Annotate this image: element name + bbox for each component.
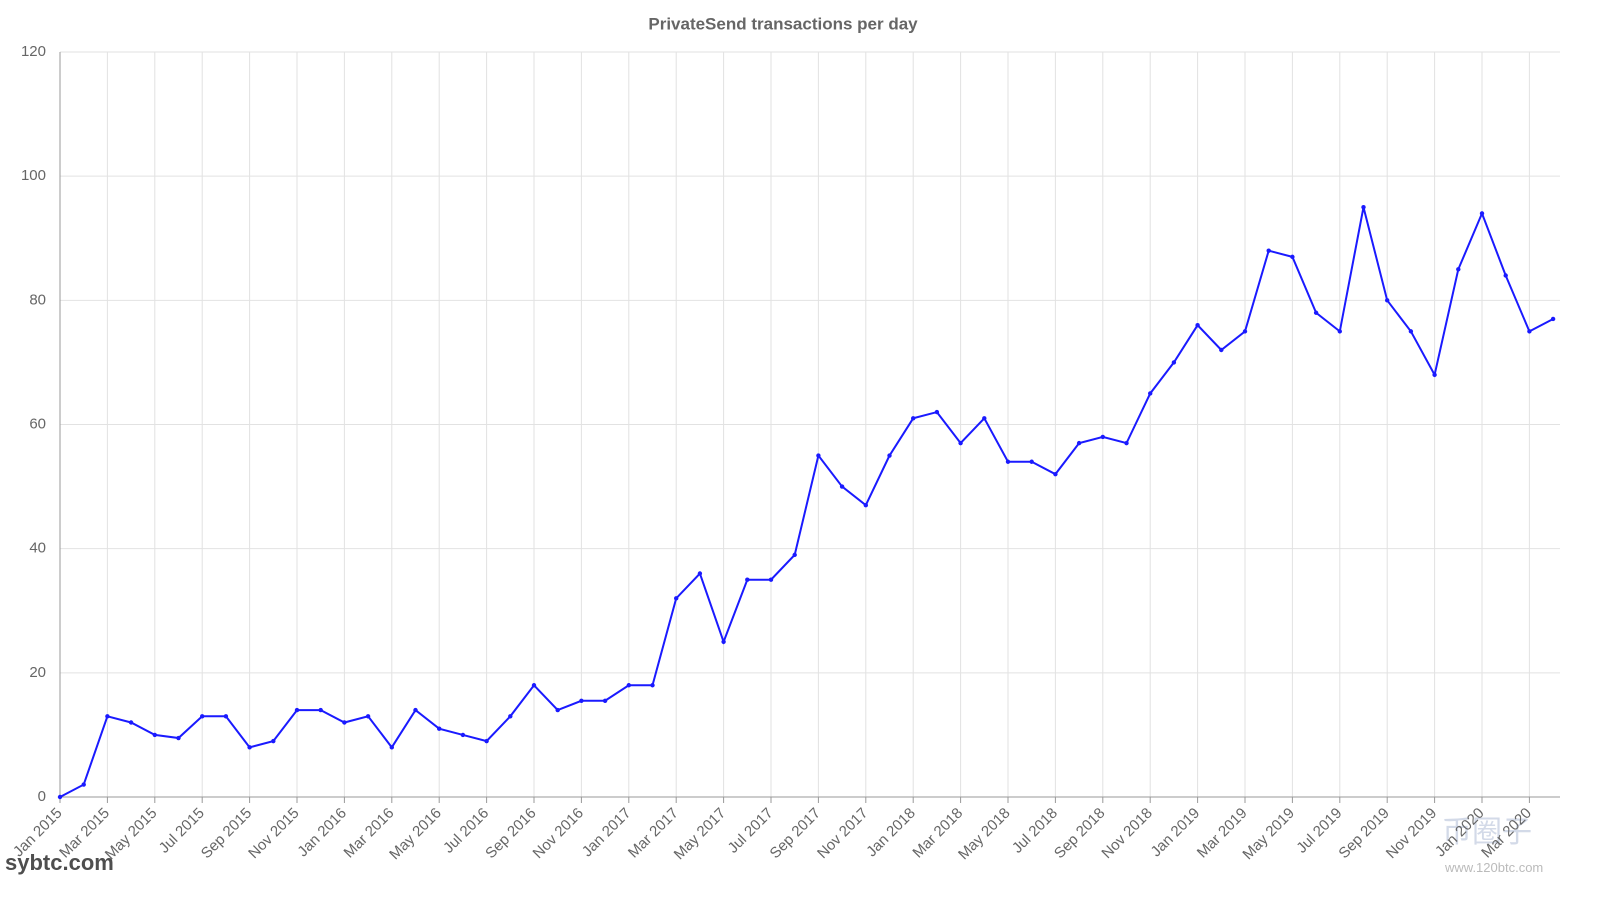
x-tick-label: Jan 2016 (294, 805, 350, 861)
data-point (1313, 310, 1319, 315)
data-point (911, 416, 916, 421)
data-point (128, 720, 134, 725)
data-point (1242, 329, 1248, 334)
data-point (1148, 391, 1153, 396)
x-tick-label: Jan 2017 (579, 805, 635, 861)
x-tick-label: May 2019 (1239, 805, 1298, 864)
data-point (1124, 440, 1129, 446)
data-point (1337, 329, 1343, 334)
data-point (650, 683, 655, 688)
x-tick-label: Nov 2017 (814, 805, 871, 862)
x-tick-label: Jan 2019 (1148, 805, 1204, 861)
data-point (57, 794, 63, 800)
data-point (271, 738, 276, 744)
data-point (152, 732, 157, 738)
watermark: 币圈子 (1442, 816, 1532, 849)
watermark: sybtc.com (5, 850, 114, 875)
data-point (1408, 329, 1414, 334)
data-point (1029, 459, 1034, 464)
x-tick-label: Sep 2016 (482, 805, 539, 862)
x-tick-label: Jan 2018 (863, 805, 919, 861)
data-point (365, 714, 371, 719)
data-point (223, 714, 229, 719)
data-point (745, 577, 750, 582)
data-point (1503, 273, 1508, 278)
data-point (1266, 248, 1271, 253)
y-tick-label: 80 (29, 291, 46, 308)
data-point (1171, 360, 1177, 365)
x-tick-label: Sep 2019 (1335, 805, 1392, 862)
data-point (792, 552, 797, 558)
data-point (1479, 211, 1485, 216)
data-point (839, 484, 845, 489)
data-point (81, 782, 86, 787)
data-point (389, 745, 394, 750)
data-point (768, 577, 774, 582)
y-tick-label: 40 (29, 540, 46, 557)
data-point (1100, 434, 1106, 440)
x-tick-label: May 2016 (386, 805, 445, 864)
x-tick-label: Sep 2015 (198, 805, 255, 862)
data-point (958, 440, 963, 446)
y-tick-label: 120 (21, 43, 46, 60)
data-point (602, 698, 608, 703)
data-point (626, 683, 631, 688)
data-point (555, 707, 560, 713)
data-point (816, 453, 821, 458)
data-point (1290, 254, 1295, 260)
data-point (1076, 440, 1082, 446)
data-point (508, 714, 513, 719)
data-point (437, 726, 442, 731)
x-tick-label: May 2015 (102, 805, 161, 864)
data-point (1361, 205, 1366, 210)
data-point (1550, 316, 1556, 322)
y-tick-label: 100 (21, 167, 46, 184)
data-point (460, 732, 466, 738)
data-point (413, 707, 418, 713)
data-point (531, 683, 537, 688)
data-point (1456, 267, 1461, 272)
data-point (1053, 471, 1058, 477)
data-point (887, 453, 892, 458)
data-point (674, 596, 679, 601)
data-point (721, 639, 726, 644)
data-point (1005, 459, 1011, 464)
data-line (59, 206, 1554, 798)
x-tick-label: May 2018 (955, 805, 1014, 864)
data-point (484, 738, 489, 744)
data-point (105, 714, 110, 719)
y-tick-label: 60 (29, 415, 46, 432)
y-tick-label: 0 (38, 788, 46, 805)
chart-title: PrivateSend transactions per day (648, 14, 918, 33)
x-tick-label: Nov 2019 (1383, 805, 1440, 862)
data-point (342, 720, 347, 725)
data-point (579, 698, 584, 703)
data-point (318, 707, 323, 713)
x-tick-label: Nov 2015 (245, 805, 302, 862)
x-tick-label: Nov 2018 (1098, 805, 1155, 862)
data-point (1195, 322, 1200, 328)
data-point (1432, 372, 1437, 378)
data-point (247, 745, 252, 750)
data-point (863, 503, 868, 508)
x-tick-label: Sep 2018 (1051, 805, 1108, 862)
data-point (934, 409, 940, 415)
data-point (1527, 329, 1532, 334)
x-tick-label: Sep 2017 (767, 805, 824, 862)
data-point (176, 735, 181, 741)
data-point (1219, 347, 1224, 353)
x-tick-label: Nov 2016 (530, 805, 587, 862)
data-point (1385, 298, 1390, 303)
data-point (294, 707, 300, 713)
data-point (200, 714, 205, 719)
watermark: www.120btc.com (1444, 860, 1543, 875)
x-tick-label: May 2017 (671, 805, 730, 864)
data-point (697, 571, 703, 576)
data-point (982, 416, 987, 421)
y-tick-label: 20 (29, 664, 46, 681)
